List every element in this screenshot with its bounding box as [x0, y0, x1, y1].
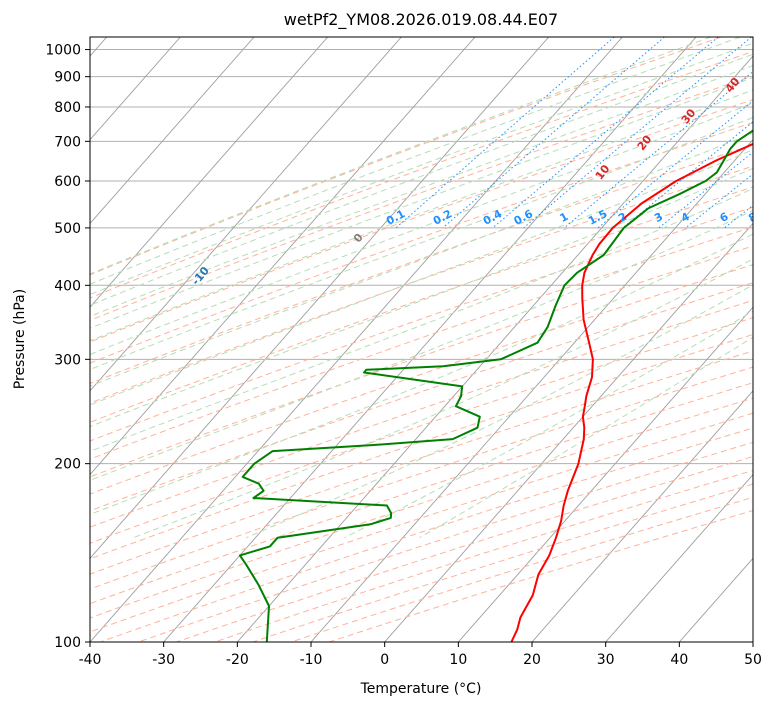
dewpoint-profile-line: [238, 129, 753, 642]
dry-adiabat-line: [90, 165, 753, 404]
dry-adiabat-line: [90, 206, 753, 442]
mixing-ratio-line: [442, 37, 665, 229]
moist-adiabat-line: [90, 65, 753, 317]
isotherm-line: [605, 473, 753, 642]
moist-adiabat-line: [90, 37, 741, 285]
isotherm-line: [531, 390, 753, 642]
x-tick-label: -30: [152, 652, 175, 668]
dry-adiabat-line: [90, 264, 753, 495]
y-tick-label: 200: [54, 457, 81, 473]
x-tick-label: -10: [300, 652, 323, 668]
mixing-ratio-line: [492, 37, 719, 229]
y-tick-label: 600: [54, 174, 81, 190]
mixing-ratio-label: 8: [746, 210, 759, 225]
dry-adiabat-line: [90, 50, 753, 299]
isotherm-line: [457, 306, 753, 642]
moist-adiabat-line: [90, 76, 753, 329]
mixing-ratio-line: [563, 70, 753, 229]
dry-adiabat-line: [90, 226, 753, 460]
dry-adiabat-line: [90, 299, 753, 528]
x-tick-label: 20: [523, 652, 541, 668]
isotherm-line: [90, 37, 181, 141]
moist-adiabat-line: [90, 116, 753, 370]
moist-adiabat-line: [90, 42, 753, 296]
x-axis-ticks: -40 -30 -20 -10 0 10 20 30 40 50: [79, 642, 762, 668]
moist-adiabat-line: [90, 89, 753, 342]
x-tick-label: 30: [597, 652, 615, 668]
moist-adiabat-line: [90, 149, 753, 406]
moist-adiabat-line: [90, 132, 753, 387]
y-tick-label: 700: [54, 134, 81, 150]
plot-frame: [89, 36, 754, 643]
moist-adiabat-line: [90, 188, 753, 452]
dry-adiabat-line: [90, 366, 753, 590]
moist-adiabat-line: [246, 284, 753, 539]
dry-adiabat-line: [90, 75, 753, 322]
isotherm-line: [90, 37, 550, 559]
dry-adiabat-lines: [90, 37, 753, 642]
moist-adiabat-line: [419, 336, 753, 539]
moist-adiabat-line: [90, 167, 753, 428]
isotherm-line: [90, 37, 255, 225]
plot-area: 0.10.20.40.611.52346810131620253036-100-…: [90, 37, 759, 642]
moist-adiabat-lines: [90, 37, 753, 539]
mixing-ratio-line: [395, 37, 615, 229]
x-tick-label: -40: [79, 652, 102, 668]
y-tick-label: 900: [54, 70, 81, 86]
temperature-profile-line: [510, 142, 753, 642]
dry-adiabat-line: [90, 317, 753, 544]
sounding-profiles: [238, 129, 753, 642]
isotherm-line: [236, 55, 753, 642]
x-tick-label: 0: [380, 652, 389, 668]
mixing-ratio-line: [658, 151, 753, 229]
isotherm-line: [163, 37, 697, 642]
x-tick-label: 40: [670, 652, 688, 668]
y-tick-label: 800: [54, 100, 81, 116]
dry-adiabat-line: [90, 122, 753, 364]
chart-title: wetPf2_YM08.2026.019.08.44.E07: [284, 10, 558, 30]
moist-adiabat-line: [344, 310, 753, 539]
y-tick-label: 1000: [45, 43, 81, 59]
moist-adiabat-line: [90, 37, 711, 275]
x-axis-label: Temperature (°C): [360, 681, 482, 697]
y-tick-label: 300: [54, 352, 81, 368]
x-tick-label: 10: [449, 652, 467, 668]
y-tick-label: 500: [54, 221, 81, 237]
y-tick-label: 400: [54, 278, 81, 294]
isotherm-line: [90, 37, 329, 308]
dry-adiabat-line: [90, 37, 722, 276]
dry-adiabat-line: [90, 99, 753, 343]
moist-adiabat-line: [90, 53, 753, 306]
isotherm-line: [90, 37, 402, 392]
mixing-ratio-lines: [395, 37, 753, 229]
dry-adiabat-line: [90, 350, 753, 575]
y-tick-label: 100: [54, 635, 81, 651]
y-axis-ticks: 100 200 300 400 500 600 700 800 900 1000: [45, 43, 90, 651]
isotherm-line: [384, 222, 753, 642]
mixing-ratio-line: [523, 37, 752, 229]
x-tick-label: -20: [226, 652, 249, 668]
x-tick-label: 50: [744, 652, 762, 668]
y-axis-label: Pressure (hPa): [12, 289, 28, 389]
isotherm-line: [90, 37, 623, 642]
